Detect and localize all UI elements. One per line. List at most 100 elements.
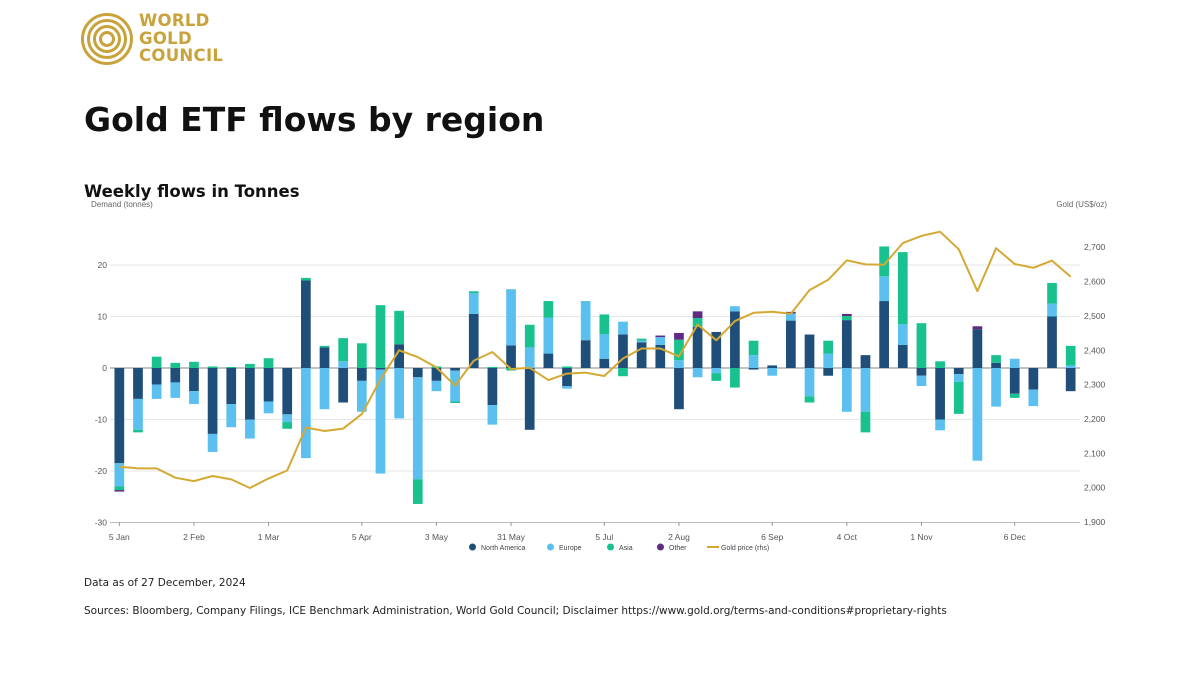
bar-europe <box>207 433 218 452</box>
legend-item: Asia <box>607 543 633 552</box>
bar-europe <box>468 293 479 314</box>
legend-label: Asia <box>619 545 633 552</box>
bar-north-america <box>804 334 815 368</box>
bar-other <box>841 313 852 316</box>
bar-europe <box>263 401 274 414</box>
bar-europe <box>524 347 535 368</box>
bar-europe <box>748 355 759 368</box>
x-tick-label: 4 Oct <box>837 532 858 542</box>
bar-north-america <box>282 368 293 415</box>
bar-other <box>114 490 125 492</box>
bar-north-america <box>618 334 628 368</box>
y-tick-label: -20 <box>95 466 108 476</box>
bar-europe <box>189 391 199 405</box>
bar-north-america <box>935 368 945 420</box>
bar-europe <box>841 368 852 412</box>
bar-europe <box>897 324 908 345</box>
bar-north-america <box>916 368 927 376</box>
bar-europe <box>804 368 815 397</box>
bar-europe <box>282 414 293 423</box>
bar-europe <box>972 368 983 461</box>
bar-asia <box>450 401 460 404</box>
bar-north-america <box>692 326 703 368</box>
bar-europe <box>1028 389 1039 407</box>
bar-north-america <box>786 320 796 368</box>
y-tick-label: 20 <box>98 260 108 270</box>
bar-asia <box>730 368 740 388</box>
bar-north-america <box>841 320 852 368</box>
bar-asia <box>562 366 572 368</box>
bar-other <box>674 332 684 340</box>
legend-layer: North America Europe Asia Other Gold price (… <box>469 543 769 552</box>
grid-layer <box>110 264 1080 523</box>
bar-europe <box>767 368 778 376</box>
bar-europe <box>711 368 722 374</box>
bar-europe <box>562 386 572 389</box>
bar-north-america <box>674 368 684 410</box>
legend-label: Europe <box>559 545 582 552</box>
bar-asia <box>804 396 815 403</box>
bar-asia <box>356 343 367 368</box>
bar-north-america <box>655 344 666 368</box>
bar-asia <box>991 355 1001 363</box>
bar-asia <box>170 362 181 368</box>
bar-north-america <box>431 368 442 381</box>
bar-north-america <box>1009 368 1020 394</box>
bar-north-america <box>151 368 162 385</box>
bar-europe <box>506 289 516 346</box>
y-tick-label: 10 <box>98 312 108 322</box>
bar-north-america <box>114 368 125 464</box>
bar-europe <box>860 368 871 412</box>
bar-asia <box>916 323 927 368</box>
bar-europe <box>953 374 964 382</box>
bar-europe <box>319 368 330 410</box>
bar-north-america <box>356 368 367 381</box>
gold-rings-icon <box>81 13 133 65</box>
bar-north-america <box>991 362 1001 368</box>
brand-wordmark: WORLD GOLD COUNCIL <box>139 12 249 65</box>
bar-europe <box>375 369 386 474</box>
bar-europe <box>823 353 834 368</box>
bar-asia <box>133 429 143 433</box>
bar-other <box>692 311 703 319</box>
bar-north-america <box>879 301 889 368</box>
bar-north-america <box>170 368 181 383</box>
bar-asia <box>674 339 684 361</box>
bar-asia <box>412 479 423 504</box>
bar-north-america <box>338 368 349 403</box>
bar-asia <box>114 486 125 491</box>
bar-north-america <box>972 329 983 368</box>
bar-north-america <box>599 358 610 368</box>
legend-item: Europe <box>547 543 582 552</box>
bar-europe <box>618 321 628 335</box>
bar-asia <box>879 246 889 277</box>
bar-europe <box>692 368 703 378</box>
x-tick-label: 6 Sep <box>761 532 783 542</box>
bar-europe <box>543 317 554 354</box>
bar-europe <box>730 306 740 312</box>
bar-asia <box>338 338 349 362</box>
bar-north-america <box>562 368 572 387</box>
bar-europe <box>580 301 591 341</box>
legend-swatch <box>607 543 614 551</box>
bar-europe <box>1009 358 1020 368</box>
x-tick-label: 2 Feb <box>183 532 205 542</box>
bar-north-america <box>860 355 871 368</box>
brand-logo: WORLD GOLD COUNCIL <box>80 12 240 66</box>
bar-asia <box>599 314 610 335</box>
bar-asia <box>953 381 964 414</box>
y2-tick-label: 2,500 <box>1084 311 1106 321</box>
bar-europe <box>226 404 237 428</box>
bar-asia <box>543 301 554 318</box>
bar-asia <box>897 252 908 325</box>
bar-asia <box>711 373 722 381</box>
bar-north-america <box>189 368 199 392</box>
bar-north-america <box>1065 368 1076 392</box>
bar-asia <box>1009 393 1020 398</box>
legend-item: North America <box>469 543 525 552</box>
bar-europe <box>412 377 423 480</box>
bar-north-america <box>823 368 834 376</box>
bar-europe <box>935 419 945 431</box>
bar-asia <box>301 277 311 281</box>
